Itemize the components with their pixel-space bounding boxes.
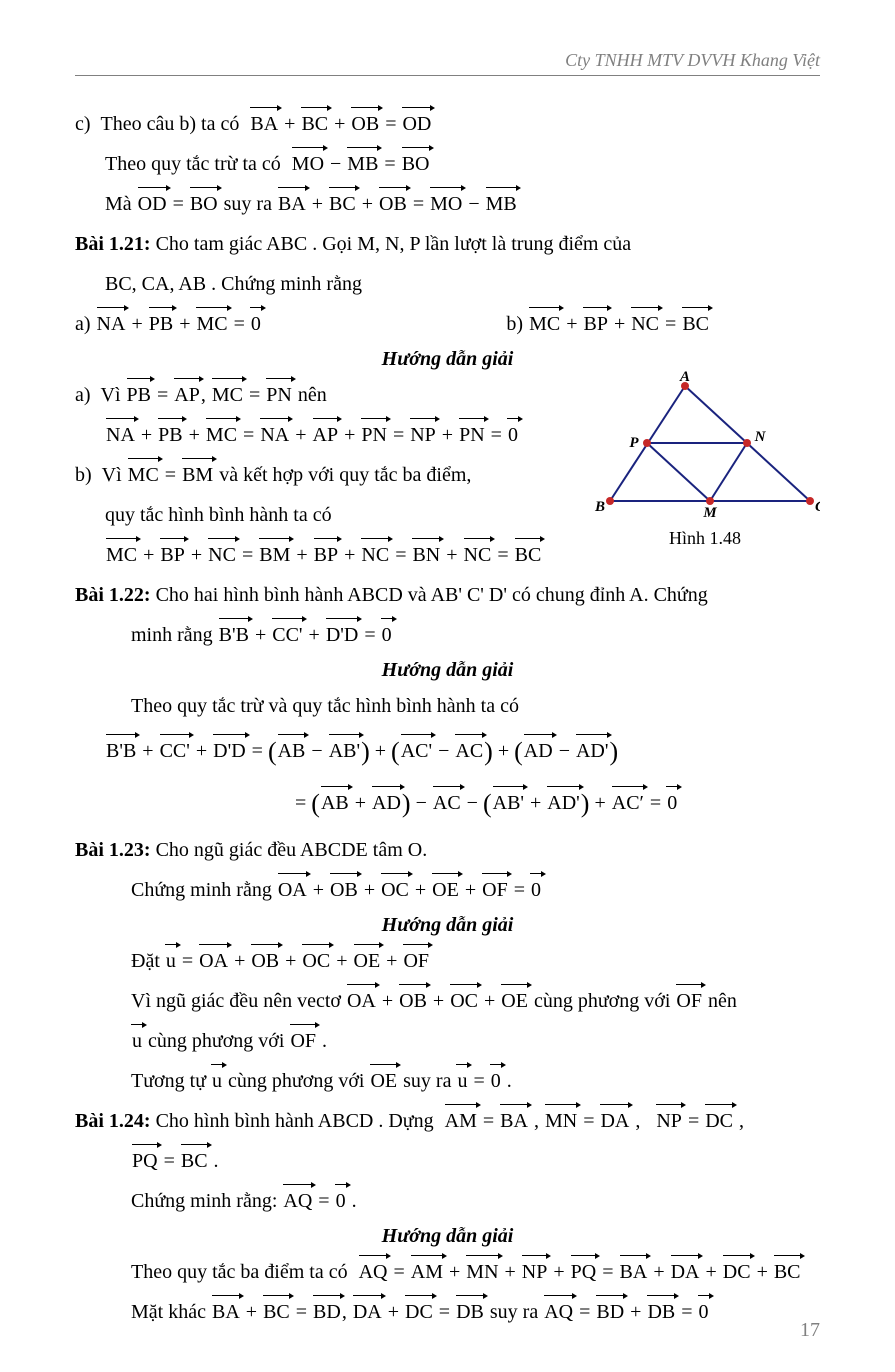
svg-text:C: C	[815, 499, 820, 515]
problem-label: Bài 1.21:	[75, 233, 151, 255]
text: suy ra	[219, 193, 277, 215]
part-b: b) MC + BP + NC = BC	[506, 304, 820, 344]
svg-text:N: N	[754, 429, 767, 445]
problem-1-24-PQ: PQ = BC .	[75, 1141, 820, 1181]
sol-124-line1: Theo quy tắc ba điểm ta có AQ = AM + MN …	[75, 1252, 820, 1292]
text: Mà	[105, 193, 137, 215]
sol-122-eq2: = (AB + AD) − AC − (AB' + AD') + AC′ = 0	[75, 778, 820, 830]
problem-label: Bài 1.22:	[75, 584, 151, 606]
part-a: a) NA + PB + MC = 0	[75, 304, 262, 344]
problem-1-24: Bài 1.24: Cho hình bình hành ABCD . Dựng…	[75, 1101, 820, 1141]
sol-123-line3: u cùng phương với OF .	[75, 1021, 820, 1061]
problem-label: Bài 1.23:	[75, 839, 151, 861]
figure-1-48: A B C P N M Hình 1.48	[590, 371, 820, 549]
text: Theo quy tắc trừ ta có	[105, 153, 286, 175]
figure-caption: Hình 1.48	[590, 528, 820, 549]
svg-text:B: B	[594, 499, 605, 515]
problem-1-24-prove: Chứng minh rằng: AQ = 0 .	[75, 1181, 820, 1221]
text: Cho tam giác ABC . Gọi M, N, P lần lượt …	[151, 233, 632, 255]
svg-text:M: M	[702, 505, 717, 521]
solution-heading: Hướng dẫn giải	[75, 348, 820, 371]
svg-text:P: P	[629, 435, 639, 451]
problem-1-21-parts: a) NA + PB + MC = 0 b) MC + BP + NC = BC	[75, 304, 820, 344]
page-header: Cty TNHH MTV DVVH Khang Việt	[75, 50, 820, 76]
para-c-line3: Mà OD = BO suy ra BA + BC + OB = MO − MB	[75, 184, 820, 224]
solution-heading: Hướng dẫn giải	[75, 659, 820, 682]
sol-122-line1: Theo quy tắc trừ và quy tắc hình bình hà…	[75, 686, 820, 726]
sol-123-line1: Đặt u = OA + OB + OC + OE + OF	[75, 941, 820, 981]
sol-123-line2: Vì ngũ giác đều nên vectơ OA + OB + OC +…	[75, 981, 820, 1021]
page-container: Cty TNHH MTV DVVH Khang Việt c) Theo câu…	[0, 0, 895, 1372]
para-c-line1: c) Theo câu b) ta có BA + BC + OB = OD	[75, 104, 820, 144]
solution-heading: Hướng dẫn giải	[75, 1225, 820, 1248]
sol-124-line2: Mặt khác BA + BC = BD, DA + DC = DB suy …	[75, 1292, 820, 1332]
problem-1-23-cont: Chứng minh rằng OA + OB + OC + OE + OF =…	[75, 870, 820, 910]
svg-text:A: A	[679, 371, 690, 385]
sol-123-line4: Tương tự u cùng phương với OE suy ra u =…	[75, 1061, 820, 1101]
solution-heading: Hướng dẫn giải	[75, 914, 820, 937]
sol-122-eq1: B'B + CC' + D'D = (AB − AB') + (AC' − AC…	[75, 726, 820, 778]
problem-1-23: Bài 1.23: Cho ngũ giác đều ABCDE tâm O.	[75, 830, 820, 870]
problem-1-21: Bài 1.21: Cho tam giác ABC . Gọi M, N, P…	[75, 224, 820, 264]
triangle-diagram: A B C P N M	[590, 371, 820, 521]
problem-1-22: Bài 1.22: Cho hai hình bình hành ABCD và…	[75, 575, 820, 615]
problem-label: Bài 1.24:	[75, 1110, 151, 1132]
problem-1-22-cont: minh rằng B'B + CC' + D'D = 0	[75, 615, 820, 655]
page-number: 17	[800, 1319, 820, 1342]
para-c-line2: Theo quy tắc trừ ta có MO − MB = BO	[75, 144, 820, 184]
problem-1-21-cont: BC, CA, AB . Chứng minh rằng	[75, 264, 820, 304]
text: c) Theo câu b) ta có	[75, 113, 244, 135]
